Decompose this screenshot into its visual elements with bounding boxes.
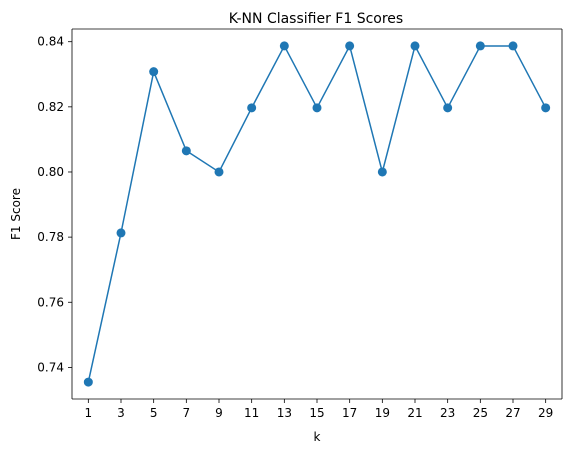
x-tick-label: 25 [473,406,488,420]
x-tick-label: 9 [215,406,223,420]
series-point [508,41,518,51]
x-tick-label: 15 [309,406,324,420]
y-tick-label: 0.80 [37,165,64,179]
series-point [149,67,159,77]
series-point [541,103,551,113]
x-tick-label: 11 [244,406,259,420]
y-tick-label: 0.76 [37,295,64,309]
x-tick-label: 23 [440,406,455,420]
x-tick-label: 5 [150,406,158,420]
x-tick-label: 17 [342,406,357,420]
y-axis-label: F1 Score [9,188,23,240]
series-point [475,41,485,51]
series-point [83,377,93,387]
y-tick-label: 0.78 [37,230,64,244]
x-axis-label: k [314,430,321,444]
x-tick-label: 3 [117,406,125,420]
series-point [214,167,224,177]
series-point [377,167,387,177]
series-point [345,41,355,51]
x-tick-label: 19 [375,406,390,420]
y-tick-label: 0.74 [37,360,64,374]
series-point [279,41,289,51]
x-tick-label: 29 [538,406,553,420]
plot-area [72,29,562,399]
x-tick-label: 1 [85,406,93,420]
series-layer [83,41,551,387]
series-point [312,103,322,113]
series-point [247,103,257,113]
series-points [83,41,551,387]
y-axis-ticks: 0.74 0.76 0.78 0.80 0.82 0.84 [37,35,72,374]
series-point [443,103,453,113]
y-tick-label: 0.84 [37,35,64,49]
x-tick-label: 21 [407,406,422,420]
x-tick-label: 27 [505,406,520,420]
x-tick-label: 7 [183,406,191,420]
series-point [410,41,420,51]
series-point [116,228,126,238]
series-point [181,146,191,156]
y-tick-label: 0.82 [37,100,64,114]
x-axis-ticks: 1 3 5 7 9 11 13 15 17 19 21 23 25 27 29 [85,399,553,420]
chart-title: K-NN Classifier F1 Scores [229,11,403,27]
x-tick-label: 13 [277,406,292,420]
